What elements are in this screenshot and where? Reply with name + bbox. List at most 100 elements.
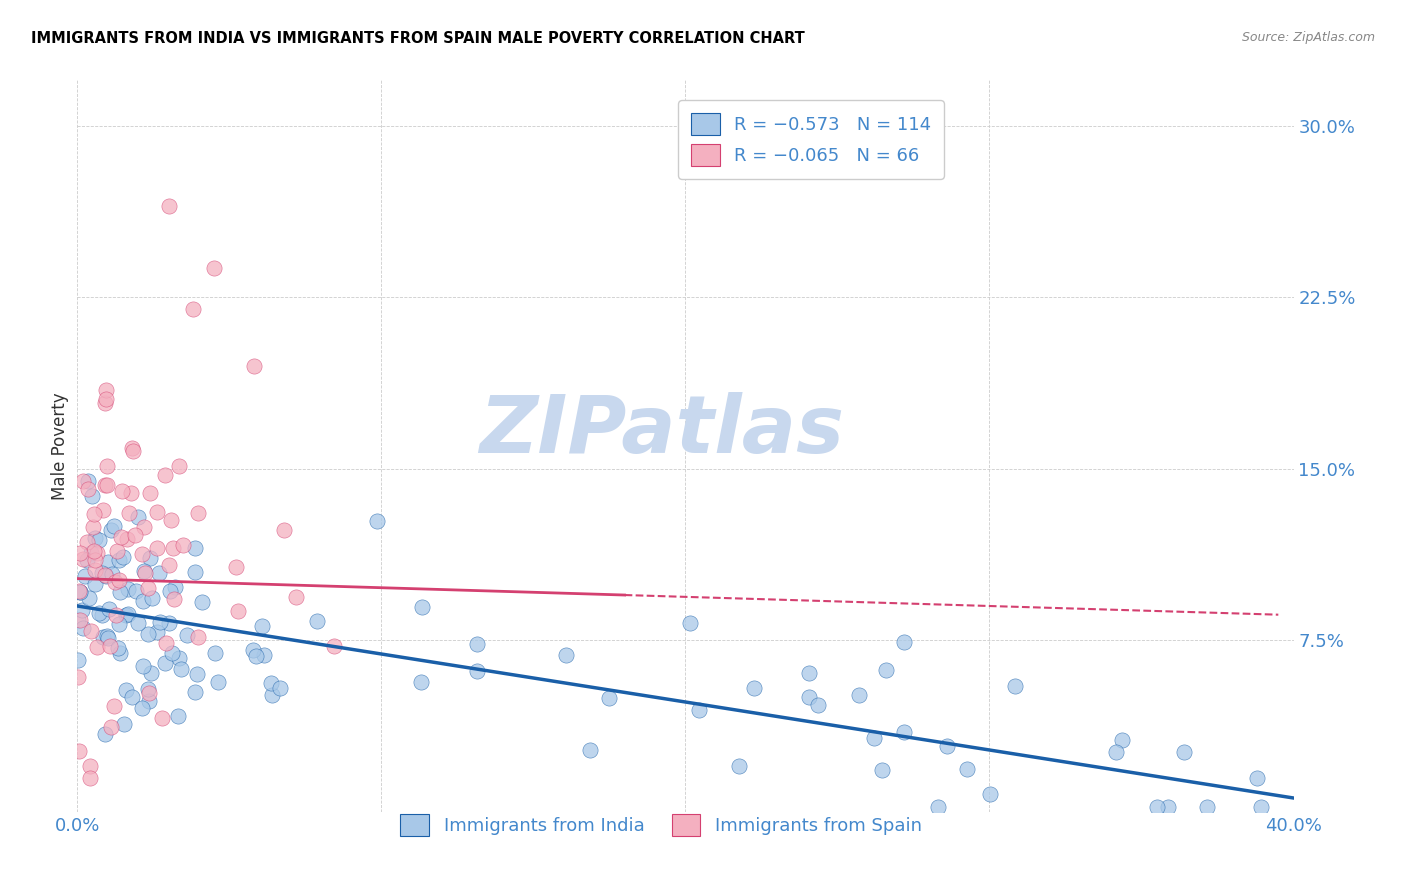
Point	[242, 643, 264, 657]
Point	[184, 565, 207, 579]
Point	[83, 544, 105, 558]
Point	[132, 594, 155, 608]
Point	[807, 698, 830, 712]
Point	[115, 533, 138, 547]
Point	[96, 458, 118, 473]
Point	[250, 618, 273, 632]
Point	[1157, 800, 1180, 814]
Point	[936, 739, 959, 753]
Point	[72, 474, 94, 488]
Point	[183, 685, 205, 699]
Point	[465, 664, 488, 678]
Point	[94, 569, 117, 583]
Point	[131, 547, 153, 561]
Point	[108, 553, 131, 567]
Point	[72, 552, 94, 566]
Point	[91, 630, 114, 644]
Point	[107, 573, 129, 587]
Point	[86, 546, 108, 560]
Point	[366, 514, 388, 528]
Point	[121, 690, 143, 704]
Point	[1173, 745, 1195, 759]
Point	[107, 617, 129, 632]
Point	[191, 595, 214, 609]
Point	[125, 584, 148, 599]
Point	[204, 646, 226, 660]
Point	[1195, 800, 1218, 814]
Point	[83, 532, 105, 546]
Point	[105, 543, 128, 558]
Point	[226, 604, 249, 618]
Point	[273, 523, 295, 537]
Point	[172, 538, 194, 552]
Point	[848, 688, 870, 702]
Point	[187, 506, 209, 520]
Point	[108, 584, 131, 599]
Point	[875, 663, 897, 677]
Point	[70, 602, 93, 616]
Point	[799, 665, 821, 680]
Point	[108, 646, 131, 660]
Point	[107, 641, 129, 656]
Point	[110, 530, 132, 544]
Point	[67, 670, 90, 684]
Point	[141, 665, 163, 680]
Point	[554, 648, 576, 662]
Point	[100, 567, 122, 582]
Point	[157, 558, 180, 572]
Point	[103, 518, 125, 533]
Y-axis label: Male Poverty: Male Poverty	[51, 392, 69, 500]
Point	[1104, 745, 1126, 759]
Point	[72, 621, 94, 635]
Point	[242, 359, 264, 373]
Point	[111, 483, 134, 498]
Point	[148, 566, 170, 580]
Point	[146, 625, 169, 640]
Point	[100, 720, 122, 734]
Point	[117, 582, 139, 597]
Point	[136, 581, 159, 595]
Point	[159, 584, 181, 599]
Point	[145, 541, 167, 555]
Point	[166, 709, 188, 723]
Point	[141, 591, 163, 606]
Point	[202, 260, 225, 275]
Point	[260, 688, 283, 702]
Point	[103, 699, 125, 714]
Point	[69, 546, 91, 560]
Point	[186, 667, 208, 681]
Point	[112, 550, 135, 565]
Point	[121, 441, 143, 455]
Point	[148, 615, 170, 629]
Point	[67, 744, 90, 758]
Point	[160, 513, 183, 527]
Point	[163, 592, 186, 607]
Point	[598, 690, 620, 705]
Point	[411, 599, 433, 614]
Point	[979, 787, 1001, 801]
Point	[118, 506, 141, 520]
Point	[112, 716, 135, 731]
Point	[181, 301, 204, 316]
Point	[96, 384, 118, 398]
Point	[1004, 680, 1026, 694]
Point	[153, 656, 176, 670]
Point	[1250, 800, 1272, 814]
Point	[120, 486, 142, 500]
Point	[84, 577, 107, 591]
Point	[1246, 772, 1268, 786]
Point	[76, 534, 98, 549]
Point	[138, 682, 160, 697]
Point	[187, 630, 209, 644]
Point	[1111, 732, 1133, 747]
Point	[98, 602, 121, 616]
Point	[138, 694, 160, 708]
Point	[163, 580, 186, 594]
Point	[225, 560, 247, 574]
Point	[409, 674, 432, 689]
Point	[69, 613, 91, 627]
Point	[77, 591, 100, 606]
Point	[89, 606, 111, 620]
Point	[167, 651, 190, 665]
Text: Source: ZipAtlas.com: Source: ZipAtlas.com	[1241, 31, 1375, 45]
